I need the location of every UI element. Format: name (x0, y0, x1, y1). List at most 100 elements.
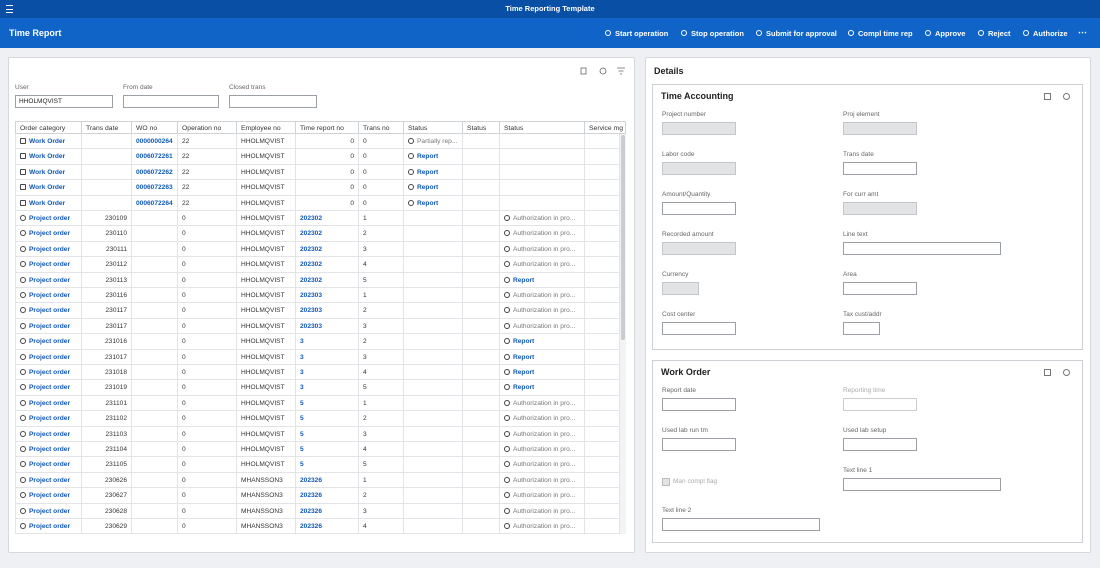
cell-text[interactable]: Project order (29, 523, 71, 530)
toolbar-action[interactable]: Submit for approval (766, 29, 837, 38)
cell-text[interactable]: Report (417, 153, 439, 161)
field-input[interactable] (843, 162, 917, 175)
cell-text[interactable]: 202326 (300, 476, 323, 484)
cell-text[interactable]: Project order (29, 476, 71, 484)
field-input[interactable] (662, 518, 820, 531)
cell-text[interactable]: 5 (300, 446, 304, 453)
column-header[interactable]: Status (463, 121, 500, 134)
field-input[interactable] (843, 242, 1001, 255)
cell-text[interactable]: 5 (300, 415, 304, 423)
toolbar-action[interactable]: Reject (988, 29, 1011, 38)
more-menu[interactable]: ⋯ (1078, 27, 1088, 37)
column-header[interactable]: Trans date (82, 121, 132, 134)
cell-text[interactable]: Report (513, 369, 535, 376)
cell-text[interactable]: Project order (29, 261, 71, 269)
cell-text[interactable]: 202303 (300, 307, 323, 315)
cell-text[interactable]: Report (513, 384, 535, 392)
cell-text[interactable]: Project order (29, 338, 71, 346)
toolbar-action[interactable]: Authorize (1033, 29, 1068, 38)
cell-text[interactable]: Project order (29, 307, 71, 315)
toolbar-action[interactable]: Compl time rep (858, 29, 913, 38)
cell-text[interactable]: 0006072261 (136, 153, 173, 161)
cell-text[interactable]: 202302 (300, 215, 323, 222)
cell-text[interactable]: 0000000264 (136, 138, 173, 145)
cell-text[interactable]: Project order (29, 507, 71, 515)
cell-text[interactable]: 5 (300, 461, 304, 469)
cell-text[interactable]: 202326 (300, 492, 323, 500)
cell-text[interactable]: 3 (300, 369, 304, 376)
cell-text[interactable]: Project order (29, 446, 71, 453)
refresh-icon[interactable] (599, 67, 607, 75)
column-header[interactable]: WO no (132, 121, 178, 134)
cell-text[interactable]: Project order (29, 322, 71, 330)
cell-text[interactable]: 202303 (300, 322, 323, 330)
refresh-icon[interactable] (1063, 369, 1070, 376)
cell-text[interactable]: 202302 (300, 261, 323, 269)
cell-text[interactable]: 0006072262 (136, 168, 173, 176)
cell-text[interactable]: 202302 (300, 276, 323, 284)
menu-icon[interactable] (6, 5, 13, 13)
filter-icon[interactable] (617, 67, 625, 75)
cell-text[interactable]: 0006072264 (136, 199, 173, 207)
refresh-icon[interactable] (1063, 93, 1070, 100)
cell-text[interactable]: Project order (29, 384, 71, 392)
toolbar-action[interactable]: Start operation (615, 29, 669, 38)
field-input[interactable] (662, 322, 736, 335)
filter-input[interactable] (123, 95, 219, 108)
field-input[interactable] (662, 202, 736, 215)
cell-text[interactable]: Project order (29, 245, 71, 253)
cell-text[interactable]: Report (417, 184, 439, 192)
column-header[interactable]: Time report no (296, 121, 359, 134)
cell-text[interactable]: Report (417, 168, 439, 176)
field-input[interactable] (662, 398, 736, 411)
cell-text[interactable]: Work Order (29, 153, 66, 161)
field-input[interactable] (843, 322, 880, 335)
cell-text[interactable]: Project order (29, 461, 71, 469)
column-header[interactable]: Employee no (237, 121, 296, 134)
cell-text[interactable]: 0006072263 (136, 184, 173, 192)
cell-text[interactable]: 3 (300, 338, 304, 346)
field-input[interactable] (662, 438, 736, 451)
cell-text[interactable]: Report (513, 338, 535, 346)
cell-text[interactable]: 202302 (300, 245, 323, 253)
cell-text[interactable]: Project order (29, 399, 71, 407)
cell-text[interactable]: 202303 (300, 292, 323, 299)
cell-text[interactable]: Work Order (29, 138, 66, 145)
toolbar-action[interactable]: Stop operation (691, 29, 744, 38)
cell-text[interactable]: Project order (29, 415, 71, 423)
cell-text[interactable]: Project order (29, 276, 71, 284)
column-header[interactable]: Service mg (585, 121, 626, 134)
cell-text[interactable]: Project order (29, 353, 71, 361)
field-input[interactable] (843, 438, 917, 451)
cell-text[interactable]: Work Order (29, 168, 66, 176)
filter-input[interactable]: HHOLMQVIST (15, 95, 113, 108)
cell-text[interactable]: 202326 (300, 507, 323, 515)
cell-text[interactable]: Project order (29, 230, 71, 238)
cell-text[interactable]: Report (513, 353, 535, 361)
cell-text[interactable]: Project order (29, 292, 71, 299)
column-header[interactable]: Status (404, 121, 463, 134)
cell-text[interactable]: 202302 (300, 230, 323, 238)
cell-text[interactable]: Project order (29, 369, 71, 376)
column-header[interactable]: Order category (15, 121, 82, 134)
cell-text[interactable]: Report (417, 199, 439, 207)
cell-text[interactable]: 5 (300, 430, 304, 438)
cell-text[interactable]: Project order (29, 492, 71, 500)
cell-text[interactable]: 5 (300, 399, 304, 407)
cell-text[interactable]: 202326 (300, 523, 323, 530)
column-header[interactable]: Operation no (178, 121, 237, 134)
column-header[interactable]: Trans no (359, 121, 404, 134)
delete-icon[interactable] (580, 67, 587, 75)
cell-text[interactable]: Work Order (29, 184, 66, 192)
save-icon[interactable] (1044, 369, 1051, 376)
cell-text[interactable]: Report (513, 276, 535, 284)
field-input[interactable] (843, 478, 1001, 491)
filter-input[interactable] (229, 95, 317, 108)
toolbar-action[interactable]: Approve (935, 29, 966, 38)
cell-text[interactable]: Project order (29, 430, 71, 438)
cell-text[interactable]: Work Order (29, 199, 66, 207)
save-icon[interactable] (1044, 93, 1051, 100)
cell-text[interactable]: Project order (29, 215, 71, 222)
cell-text[interactable]: 3 (300, 353, 304, 361)
column-header[interactable]: Status (500, 121, 585, 134)
